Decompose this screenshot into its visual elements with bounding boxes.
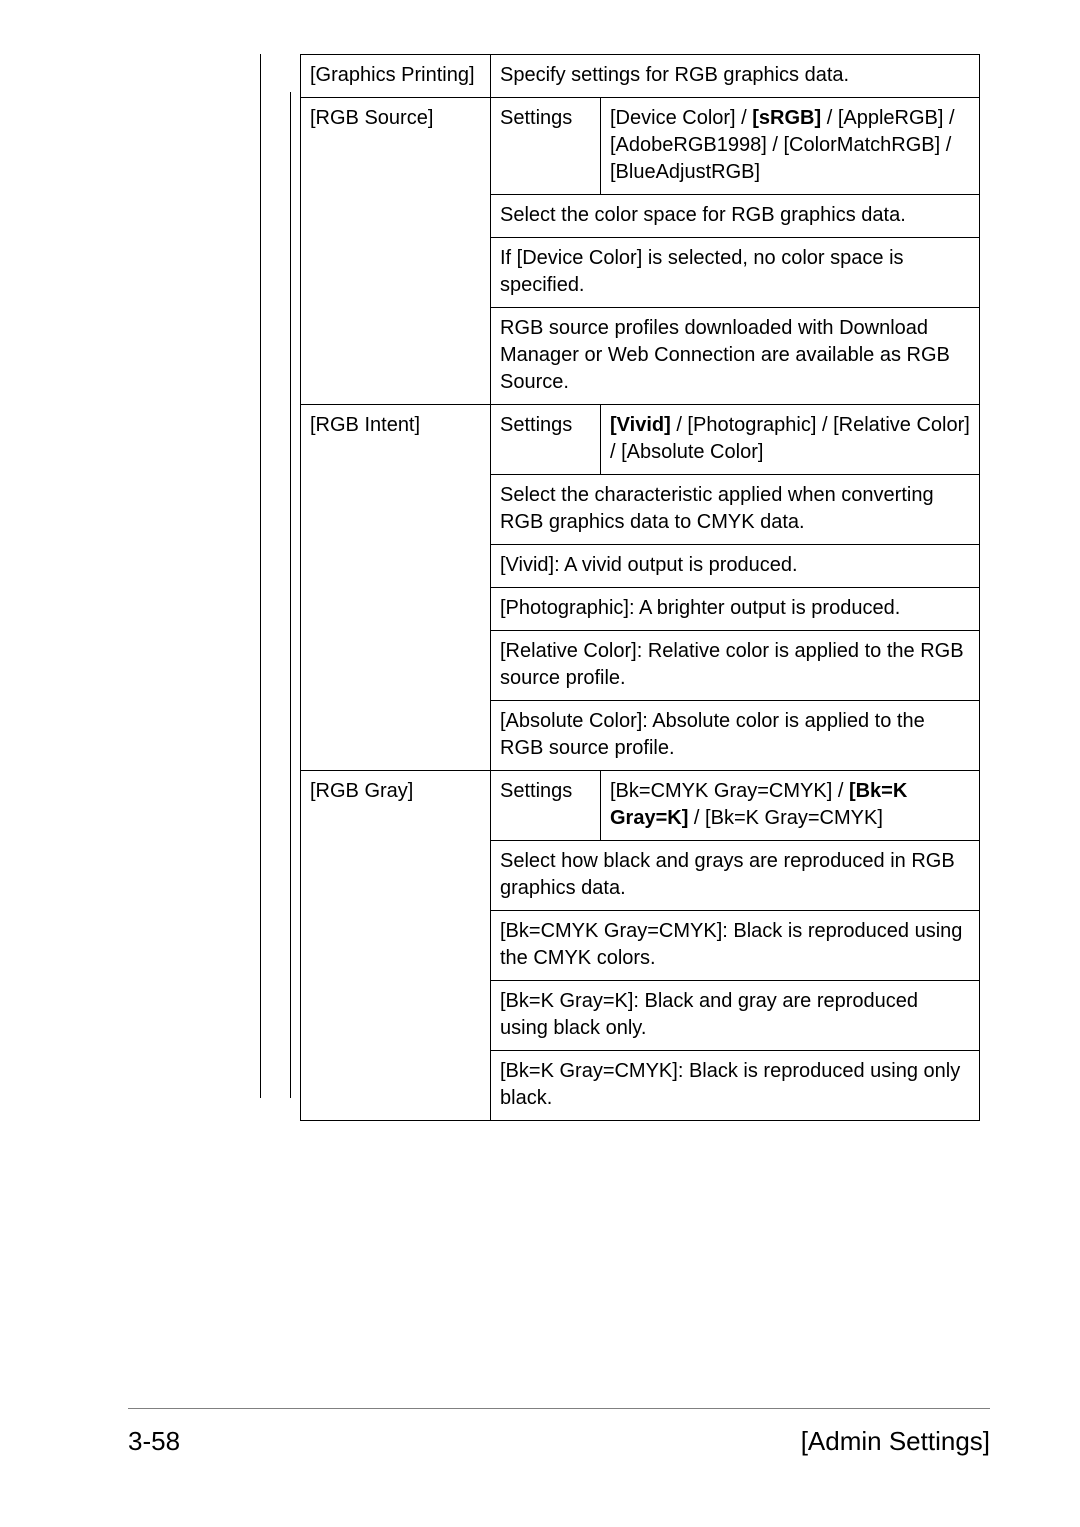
row-rgb-gray-desc3: [Bk=K Gray=K]: Black and gray are reprod… [301, 981, 980, 1051]
cell-rgb-source-settings-label: Settings [491, 98, 601, 195]
cell-rgb-gray-options: [Bk=CMYK Gray=CMYK] / [Bk=K Gray=K] / [B… [601, 771, 980, 841]
row-rgb-intent-desc5: [Absolute Color]: Absolute color is appl… [301, 701, 980, 771]
cell-rgb-intent-options: [Vivid] / [Photographic] / [Relative Col… [601, 405, 980, 475]
footer-rule [128, 1408, 990, 1409]
cell-rgb-source-options: [Device Color] / [sRGB] / [AppleRGB] / [… [601, 98, 980, 195]
cell-rgb-gray-settings-label: Settings [491, 771, 601, 841]
row-rgb-intent-desc1: Select the characteristic applied when c… [301, 475, 980, 545]
row-graphics-printing: [Graphics Printing] Specify settings for… [301, 55, 980, 98]
row-rgb-source-settings: [RGB Source] Settings [Device Color] / [… [301, 98, 980, 195]
page: [Graphics Printing] Specify settings for… [0, 0, 1080, 1527]
cell-empty [301, 981, 491, 1051]
rgb-source-options-bold: [sRGB] [752, 107, 821, 129]
outer-rule [260, 54, 261, 1098]
row-rgb-gray-desc2: [Bk=CMYK Gray=CMYK]: Black is reproduced… [301, 911, 980, 981]
cell-rgb-gray-desc3: [Bk=K Gray=K]: Black and gray are reprod… [491, 981, 980, 1051]
cell-rgb-intent-desc4: [Relative Color]: Relative color is appl… [491, 631, 980, 701]
cell-rgb-intent-settings-label: Settings [491, 405, 601, 475]
cell-rgb-source-desc1: Select the color space for RGB graphics … [491, 195, 980, 238]
cell-graphics-printing-label: [Graphics Printing] [301, 55, 491, 98]
cell-empty [301, 911, 491, 981]
cell-empty [301, 238, 491, 308]
inner-rule [290, 92, 291, 1098]
cell-rgb-gray-desc4: [Bk=K Gray=CMYK]: Black is reproduced us… [491, 1051, 980, 1121]
cell-rgb-intent-desc5: [Absolute Color]: Absolute color is appl… [491, 701, 980, 771]
cell-empty [301, 631, 491, 701]
cell-rgb-intent-desc2: [Vivid]: A vivid output is produced. [491, 545, 980, 588]
cell-rgb-intent-desc3: [Photographic]: A brighter output is pro… [491, 588, 980, 631]
cell-empty [301, 1051, 491, 1121]
cell-rgb-gray-desc2: [Bk=CMYK Gray=CMYK]: Black is reproduced… [491, 911, 980, 981]
cell-empty [301, 701, 491, 771]
rgb-intent-options-bold: [Vivid] [610, 414, 671, 436]
row-rgb-intent-desc3: [Photographic]: A brighter output is pro… [301, 588, 980, 631]
cell-rgb-source-desc3: RGB source profiles downloaded with Down… [491, 308, 980, 405]
rgb-source-options-a: [Device Color] / [610, 107, 752, 129]
row-rgb-source-desc2: If [Device Color] is selected, no color … [301, 238, 980, 308]
cell-rgb-gray-desc1: Select how black and grays are reproduce… [491, 841, 980, 911]
row-rgb-gray-settings: [RGB Gray] Settings [Bk=CMYK Gray=CMYK] … [301, 771, 980, 841]
cell-empty [301, 545, 491, 588]
cell-empty [301, 475, 491, 545]
rgb-gray-options-a: [Bk=CMYK Gray=CMYK] / [610, 780, 849, 802]
section-title: [Admin Settings] [801, 1426, 990, 1457]
cell-empty [301, 841, 491, 911]
row-rgb-intent-settings: [RGB Intent] Settings [Vivid] / [Photogr… [301, 405, 980, 475]
row-rgb-gray-desc1: Select how black and grays are reproduce… [301, 841, 980, 911]
row-rgb-source-desc1: Select the color space for RGB graphics … [301, 195, 980, 238]
spec-table: [Graphics Printing] Specify settings for… [300, 54, 980, 1121]
row-rgb-source-desc3: RGB source profiles downloaded with Down… [301, 308, 980, 405]
row-rgb-gray-desc4: [Bk=K Gray=CMYK]: Black is reproduced us… [301, 1051, 980, 1121]
cell-empty [301, 588, 491, 631]
cell-rgb-source-desc2: If [Device Color] is selected, no color … [491, 238, 980, 308]
cell-graphics-printing-desc: Specify settings for RGB graphics data. [491, 55, 980, 98]
cell-rgb-source-label: [RGB Source] [301, 98, 491, 195]
spec-table-wrap: [Graphics Printing] Specify settings for… [300, 54, 980, 1121]
row-rgb-intent-desc4: [Relative Color]: Relative color is appl… [301, 631, 980, 701]
cell-rgb-intent-label: [RGB Intent] [301, 405, 491, 475]
cell-empty [301, 195, 491, 238]
row-rgb-intent-desc2: [Vivid]: A vivid output is produced. [301, 545, 980, 588]
cell-rgb-gray-label: [RGB Gray] [301, 771, 491, 841]
cell-empty [301, 308, 491, 405]
page-number: 3-58 [128, 1426, 180, 1457]
rgb-gray-options-b: / [Bk=K Gray=CMYK] [688, 807, 883, 829]
page-footer: 3-58 [Admin Settings] [128, 1426, 990, 1457]
cell-rgb-intent-desc1: Select the characteristic applied when c… [491, 475, 980, 545]
